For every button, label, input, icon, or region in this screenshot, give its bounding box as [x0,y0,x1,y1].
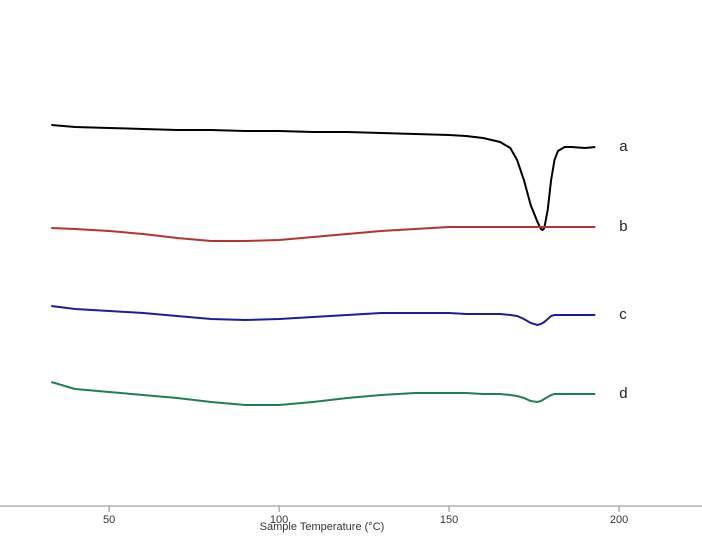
x-tick-label: 100 [270,514,288,526]
x-tick-label: 50 [103,514,115,526]
x-axis-label: Sample Temperature (°C) [260,521,385,533]
x-tick-label: 200 [610,514,628,526]
series-label: d [619,385,627,402]
x-tick-label: 150 [440,514,458,526]
series-line [51,226,596,242]
series-label: a [619,138,628,155]
series-line [51,124,596,232]
series-label: b [619,218,627,235]
series-label: c [619,306,627,323]
series-line [51,381,596,406]
series-line [51,305,596,327]
